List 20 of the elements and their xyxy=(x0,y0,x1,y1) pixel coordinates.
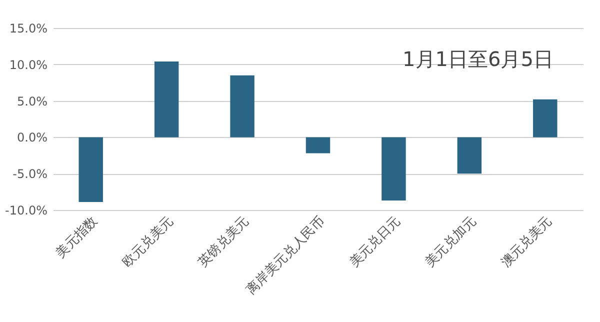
x-tick-label: 英镑兑美元 xyxy=(194,213,252,270)
bar xyxy=(154,61,179,138)
bar xyxy=(306,137,330,154)
y-tick-label: 5.0% xyxy=(17,94,48,108)
text: 1月1日至6月5日 xyxy=(402,47,554,71)
bar xyxy=(78,137,103,202)
x-tick-label: 美元兑加元 xyxy=(422,213,480,270)
y-tick-label: 10.0% xyxy=(9,58,48,72)
x-tick-label: 美元兑日元 xyxy=(346,213,404,270)
y-tick-label: 0.0% xyxy=(17,130,48,145)
x-tick-label: 澳元兑美元 xyxy=(498,213,556,270)
bar xyxy=(382,137,406,201)
x-tick-label: 美元指数 xyxy=(52,213,101,262)
y-tick-label: -5.0% xyxy=(12,167,48,182)
bar xyxy=(230,75,254,138)
x-tick-label: 欧元兑美元 xyxy=(119,213,176,270)
bar xyxy=(457,137,482,174)
y-tick-label: -10.0% xyxy=(5,204,48,218)
bar xyxy=(533,99,558,138)
y-tick-label: 15.0% xyxy=(9,22,48,36)
